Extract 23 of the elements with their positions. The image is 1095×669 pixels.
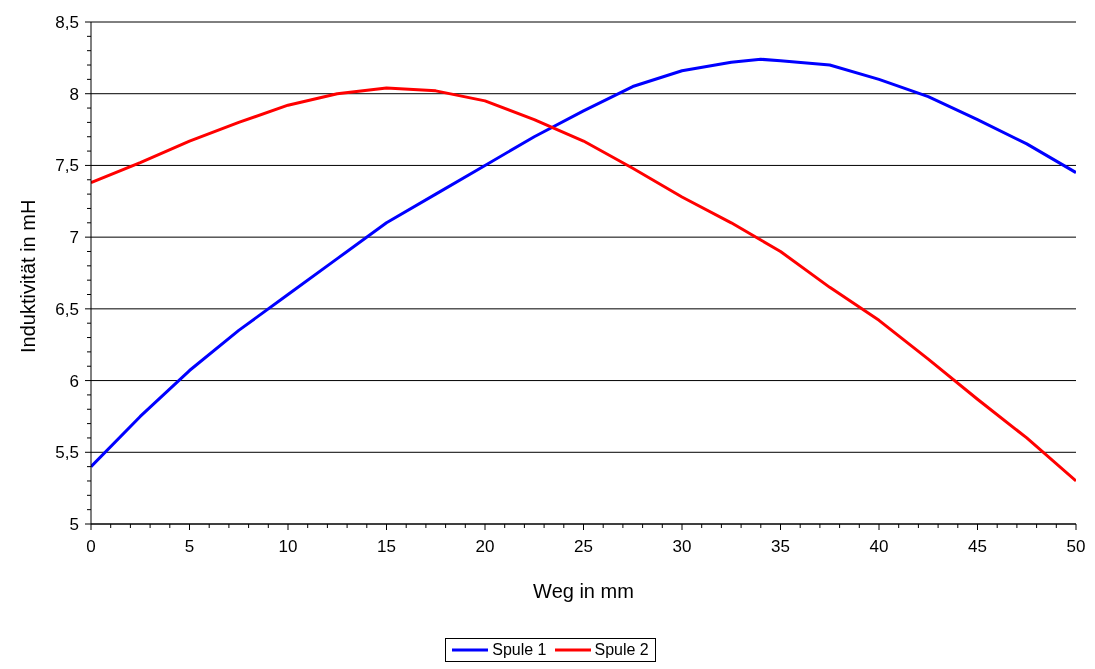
y-tick-label: 5 bbox=[69, 515, 79, 534]
x-axis-title: Weg in mm bbox=[533, 580, 634, 602]
legend-label: Spule 2 bbox=[594, 641, 649, 659]
x-tick-label: 40 bbox=[869, 537, 889, 556]
x-tick-label: 35 bbox=[771, 537, 790, 556]
x-tick-label: 15 bbox=[377, 537, 396, 556]
y-tick-label: 6 bbox=[69, 371, 79, 391]
y-tick-label: 8,5 bbox=[55, 13, 79, 32]
x-tick-label: 20 bbox=[475, 537, 495, 556]
x-tick-label: 25 bbox=[574, 537, 593, 556]
x-tick-label: 10 bbox=[278, 537, 298, 556]
y-tick-label: 7 bbox=[69, 228, 79, 248]
y-tick-label: 7,5 bbox=[55, 156, 79, 176]
x-tick-label: 0 bbox=[86, 537, 96, 556]
legend-label: Spule 1 bbox=[492, 641, 547, 659]
y-axis-title: Induktivität in mH bbox=[17, 199, 40, 353]
x-tick-label: 30 bbox=[672, 537, 692, 556]
x-tick-label: 50 bbox=[1066, 537, 1086, 556]
y-tick-label: 8 bbox=[69, 84, 79, 104]
y-tick-label: 5,5 bbox=[55, 443, 79, 463]
x-tick-label: 45 bbox=[968, 537, 987, 556]
y-tick-label: 6,5 bbox=[55, 299, 79, 319]
x-tick-label: 5 bbox=[184, 537, 195, 556]
